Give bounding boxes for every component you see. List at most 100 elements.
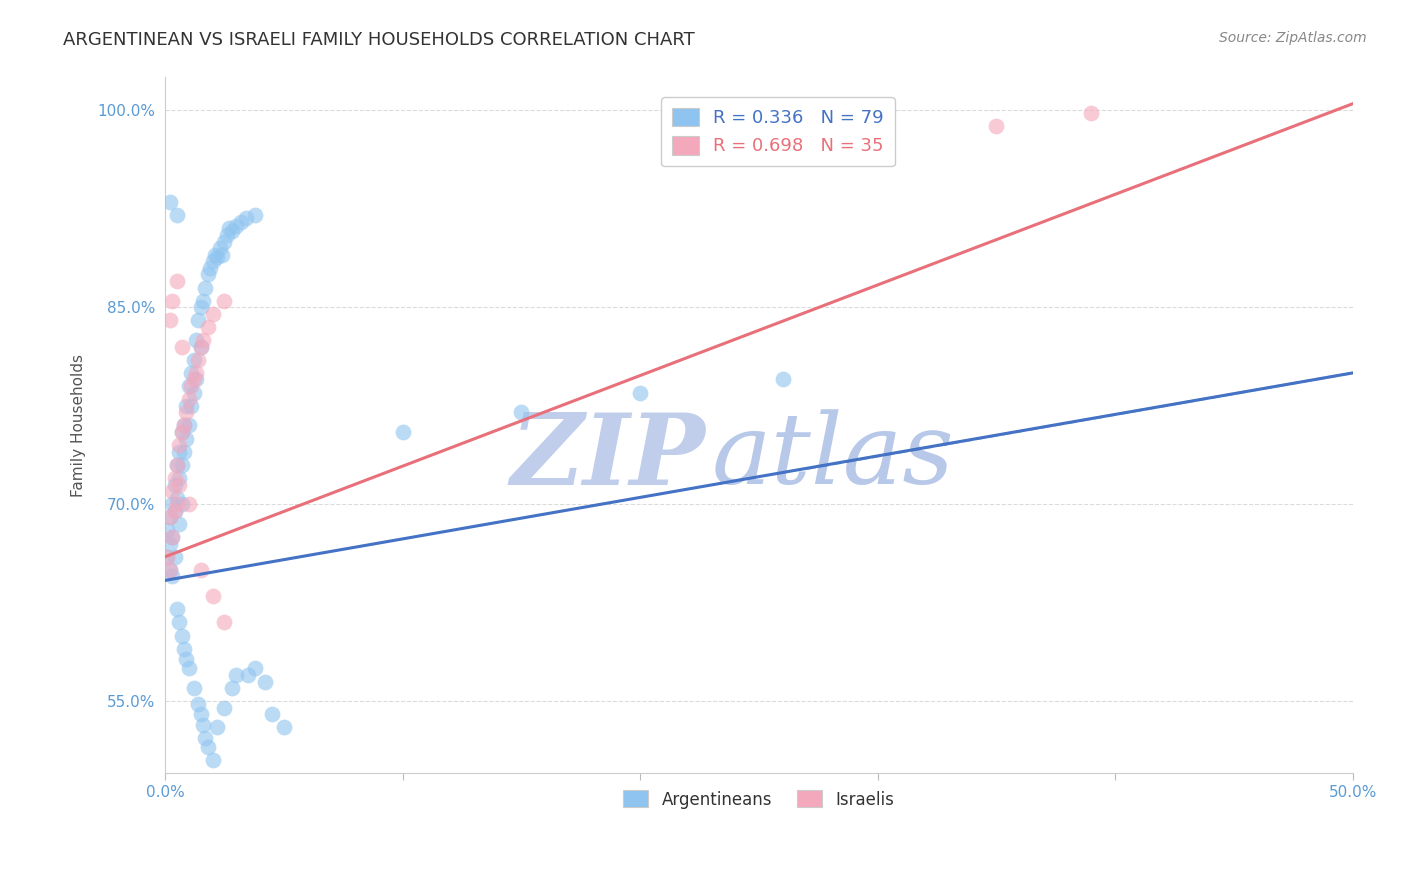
Point xyxy=(169,516,191,531)
Point xyxy=(166,491,188,505)
Point xyxy=(163,477,186,491)
Point xyxy=(260,707,283,722)
Point xyxy=(180,399,202,413)
Point xyxy=(177,418,200,433)
Point xyxy=(194,280,217,294)
Point xyxy=(169,615,191,630)
Point xyxy=(183,372,205,386)
Text: atlas: atlas xyxy=(711,409,955,504)
Point xyxy=(173,418,195,433)
Point xyxy=(190,300,212,314)
Point xyxy=(200,260,222,275)
Point xyxy=(159,536,181,550)
Point xyxy=(170,425,193,439)
Point xyxy=(225,668,247,682)
Point xyxy=(177,661,200,675)
Point xyxy=(159,195,181,210)
Point xyxy=(211,248,233,262)
Point xyxy=(160,530,183,544)
Point xyxy=(190,707,212,722)
Text: ARGENTINEAN VS ISRAELI FAMILY HOUSEHOLDS CORRELATION CHART: ARGENTINEAN VS ISRAELI FAMILY HOUSEHOLDS… xyxy=(63,31,695,49)
Point xyxy=(235,211,257,225)
Point xyxy=(160,293,183,308)
Point xyxy=(221,224,243,238)
Point xyxy=(1080,106,1102,120)
Point xyxy=(170,340,193,354)
Point xyxy=(208,241,231,255)
Point xyxy=(225,219,247,233)
Point xyxy=(177,379,200,393)
Point xyxy=(221,681,243,695)
Point xyxy=(163,549,186,564)
Point xyxy=(169,477,191,491)
Point xyxy=(986,119,1008,133)
Point xyxy=(201,589,224,603)
Point xyxy=(156,524,179,538)
Point xyxy=(190,340,212,354)
Point xyxy=(215,227,238,242)
Point xyxy=(177,392,200,407)
Point xyxy=(214,615,236,630)
Point xyxy=(214,235,236,249)
Point xyxy=(207,251,229,265)
Point xyxy=(170,458,193,472)
Point xyxy=(628,385,651,400)
Y-axis label: Family Households: Family Households xyxy=(72,354,86,497)
Point xyxy=(166,208,188,222)
Point xyxy=(190,563,212,577)
Point xyxy=(184,366,207,380)
Point xyxy=(191,718,214,732)
Point xyxy=(253,674,276,689)
Point xyxy=(197,268,219,282)
Text: ZIP: ZIP xyxy=(510,409,706,505)
Point xyxy=(163,504,186,518)
Point xyxy=(159,563,181,577)
Point xyxy=(169,438,191,452)
Point xyxy=(160,484,183,499)
Point xyxy=(160,497,183,511)
Point xyxy=(273,721,295,735)
Point xyxy=(214,293,236,308)
Point xyxy=(166,497,188,511)
Point xyxy=(159,510,181,524)
Point xyxy=(173,444,195,458)
Point xyxy=(173,418,195,433)
Point xyxy=(187,352,209,367)
Point xyxy=(159,510,181,524)
Text: Source: ZipAtlas.com: Source: ZipAtlas.com xyxy=(1219,31,1367,45)
Point xyxy=(194,731,217,745)
Point xyxy=(180,366,202,380)
Point xyxy=(166,602,188,616)
Point xyxy=(218,221,240,235)
Point xyxy=(772,372,794,386)
Point xyxy=(245,661,267,675)
Point xyxy=(166,274,188,288)
Point xyxy=(187,313,209,327)
Point xyxy=(204,248,226,262)
Point xyxy=(184,372,207,386)
Point xyxy=(207,721,229,735)
Point xyxy=(160,530,183,544)
Point xyxy=(183,681,205,695)
Point xyxy=(201,254,224,268)
Point xyxy=(866,136,889,150)
Point xyxy=(187,697,209,711)
Point xyxy=(191,293,214,308)
Point xyxy=(229,215,252,229)
Point xyxy=(190,340,212,354)
Point xyxy=(510,405,533,419)
Point xyxy=(176,432,198,446)
Point xyxy=(169,444,191,458)
Point xyxy=(201,307,224,321)
Point xyxy=(238,668,260,682)
Legend: Argentineans, Israelis: Argentineans, Israelis xyxy=(617,784,901,815)
Point xyxy=(245,208,267,222)
Point xyxy=(184,333,207,347)
Point xyxy=(169,471,191,485)
Point xyxy=(197,320,219,334)
Point xyxy=(214,700,236,714)
Point xyxy=(191,333,214,347)
Point xyxy=(159,313,181,327)
Point xyxy=(177,497,200,511)
Point xyxy=(156,549,179,564)
